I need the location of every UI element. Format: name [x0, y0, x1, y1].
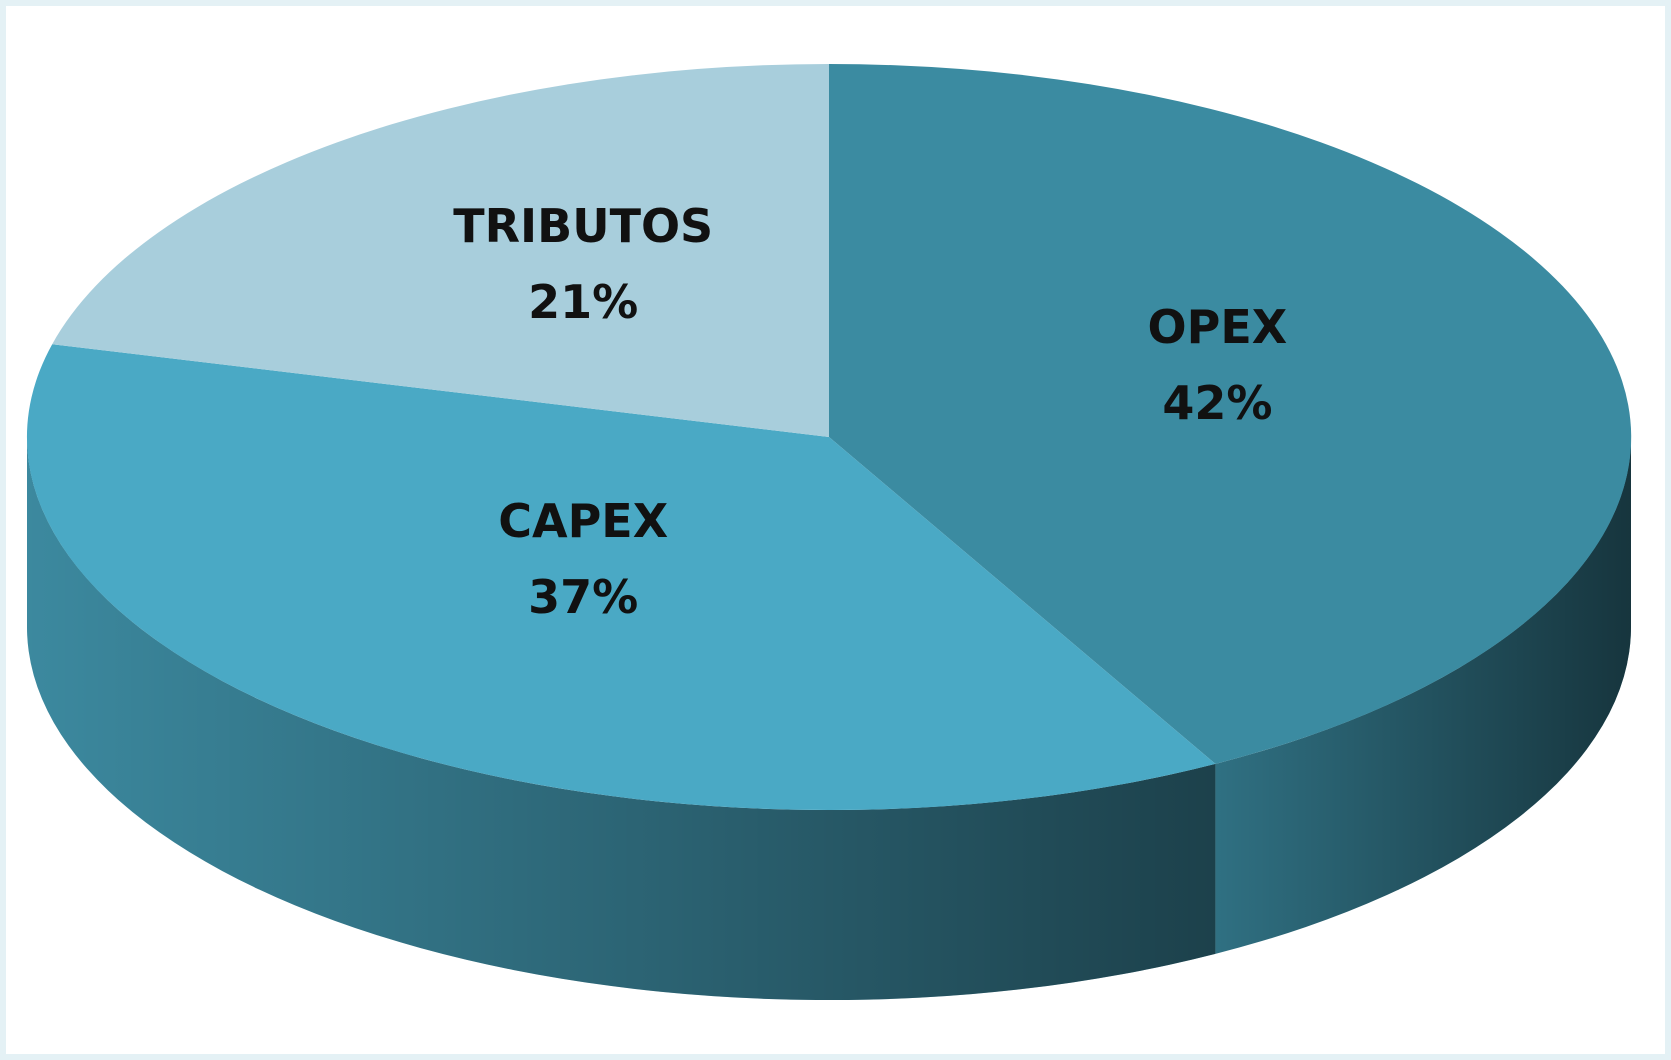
- side-shade: [26, 437, 1216, 1001]
- value-label: 37%: [528, 570, 638, 624]
- slice-label: TRIBUTOS: [453, 199, 713, 253]
- pie-slice: [829, 63, 1632, 764]
- side-shade: [1215, 437, 1631, 954]
- pie-slice: [52, 63, 829, 437]
- slice-label: CAPEX: [498, 494, 668, 548]
- value-label: 42%: [1162, 376, 1272, 430]
- slice-label: OPEX: [1148, 300, 1288, 354]
- pie-slice: [26, 344, 1216, 811]
- pie-top: [26, 63, 1632, 811]
- value-label: 21%: [528, 275, 638, 329]
- pie-sides: [26, 437, 1631, 1001]
- labels: OPEX 42% CAPEX 37% TRIBUTOS 21%: [453, 199, 1287, 624]
